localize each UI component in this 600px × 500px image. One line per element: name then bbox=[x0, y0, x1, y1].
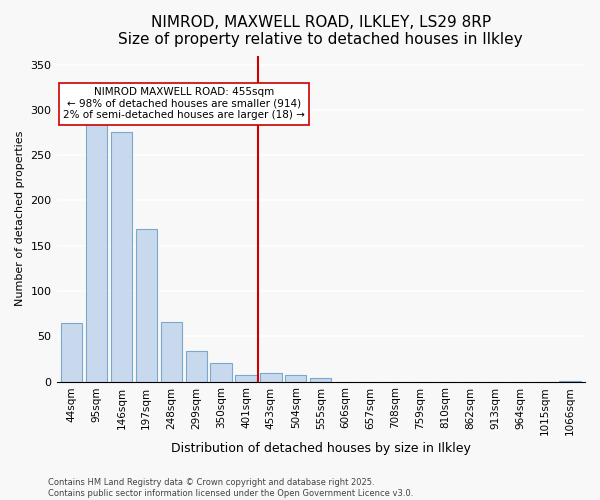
Bar bbox=[260, 372, 281, 382]
Bar bbox=[235, 375, 257, 382]
Title: NIMROD, MAXWELL ROAD, ILKLEY, LS29 8RP
Size of property relative to detached hou: NIMROD, MAXWELL ROAD, ILKLEY, LS29 8RP S… bbox=[118, 15, 523, 48]
Bar bbox=[61, 322, 82, 382]
Bar bbox=[211, 364, 232, 382]
Text: Contains HM Land Registry data © Crown copyright and database right 2025.
Contai: Contains HM Land Registry data © Crown c… bbox=[48, 478, 413, 498]
Bar bbox=[111, 132, 132, 382]
Bar bbox=[161, 322, 182, 382]
Bar bbox=[136, 230, 157, 382]
X-axis label: Distribution of detached houses by size in Ilkley: Distribution of detached houses by size … bbox=[171, 442, 471, 455]
Bar bbox=[310, 378, 331, 382]
Text: NIMROD MAXWELL ROAD: 455sqm
← 98% of detached houses are smaller (914)
2% of sem: NIMROD MAXWELL ROAD: 455sqm ← 98% of det… bbox=[63, 87, 305, 120]
Bar bbox=[285, 375, 307, 382]
Y-axis label: Number of detached properties: Number of detached properties bbox=[15, 131, 25, 306]
Bar bbox=[185, 351, 207, 382]
Bar bbox=[559, 380, 581, 382]
Bar bbox=[86, 122, 107, 382]
